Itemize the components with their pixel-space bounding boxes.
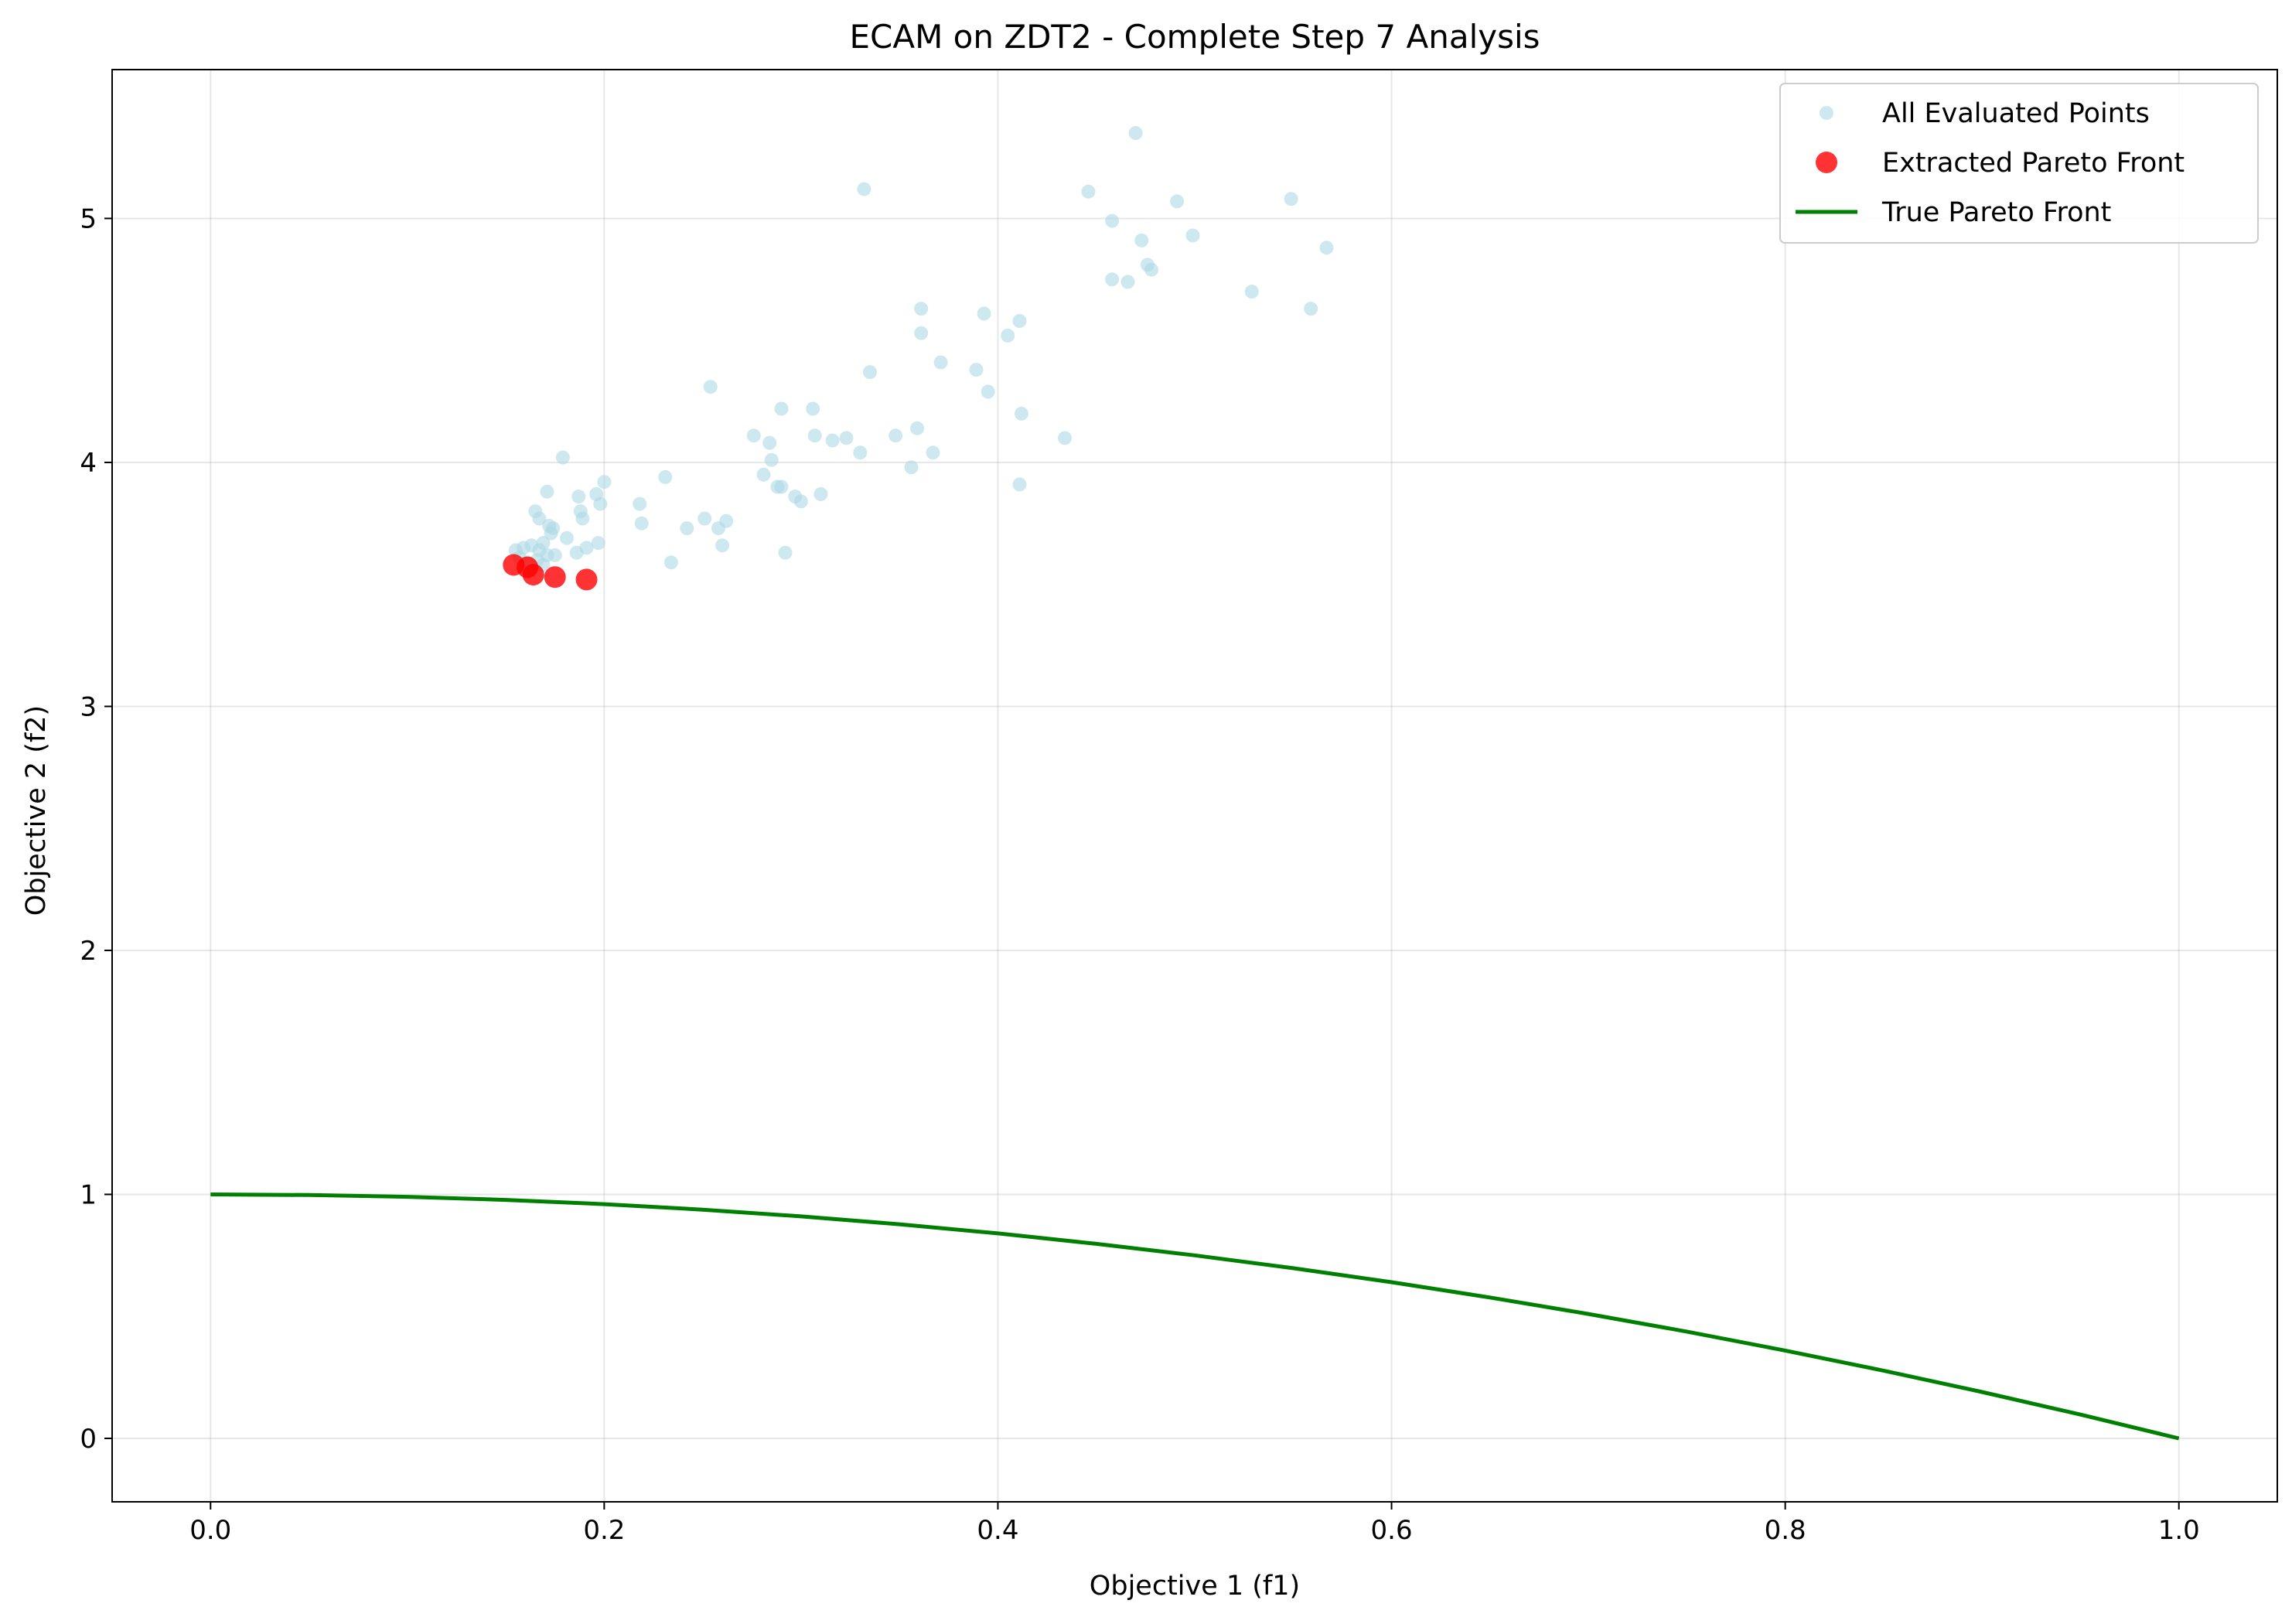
evaluated-point (926, 445, 940, 460)
evaluated-point (1058, 431, 1072, 445)
evaluated-point (1304, 302, 1318, 316)
legend-swatch-marker (1816, 152, 1837, 173)
evaluated-point (793, 494, 808, 509)
evaluated-point (1081, 184, 1096, 199)
legend-label: True Pareto Front (1881, 197, 2111, 228)
x-axis-label: Objective 1 (f1) (1090, 1571, 1300, 1602)
evaluated-point (697, 511, 712, 526)
evaluated-point (888, 428, 903, 443)
evaluated-point (853, 445, 868, 460)
evaluated-point (633, 496, 647, 511)
y-tick-label: 3 (80, 691, 97, 722)
evaluated-point (1128, 126, 1143, 140)
evaluated-point (711, 521, 725, 536)
evaluated-point (593, 496, 608, 511)
evaluated-point (703, 380, 718, 394)
evaluated-point (1120, 275, 1135, 289)
x-tick-label: 0.8 (1765, 1515, 1806, 1546)
evaluated-point (1170, 194, 1185, 209)
evaluated-point (1244, 285, 1259, 299)
grid (112, 70, 2277, 1502)
evaluated-point (778, 545, 793, 560)
y-tick-label: 0 (80, 1424, 97, 1455)
legend: All Evaluated Points Extracted Pareto Fro… (1779, 83, 2259, 244)
legend-label: All Evaluated Points (1882, 98, 2150, 129)
x-tick-label: 1.0 (2158, 1515, 2200, 1546)
y-axis-label: Objective 2 (f2) (21, 705, 52, 916)
legend-swatch-marker (1820, 106, 1833, 120)
evaluated-point (634, 516, 649, 531)
evaluated-point (544, 526, 558, 541)
true-pareto-front-line (210, 1192, 2180, 1441)
evaluated-point (764, 452, 779, 467)
evaluated-point (715, 538, 730, 553)
evaluated-point (1319, 241, 1334, 255)
evaluated-point (540, 484, 554, 499)
x-tick-label: 0.2 (583, 1515, 625, 1546)
evaluated-point (663, 555, 678, 570)
y-tick-label: 1 (80, 1179, 97, 1210)
x-tick-label: 0.0 (189, 1515, 231, 1546)
evaluated-point (1012, 314, 1027, 328)
evaluated-point (532, 511, 547, 526)
evaluated-point (1105, 213, 1120, 228)
legend-box (1779, 83, 2259, 244)
evaluated-point (806, 401, 820, 416)
plot-area (210, 126, 2180, 1441)
evaluated-point (762, 435, 777, 450)
evaluated-point (1284, 192, 1298, 206)
evaluated-point (933, 355, 948, 370)
x-tick-label: 0.4 (977, 1515, 1018, 1546)
evaluated-point (555, 450, 570, 465)
evaluated-point (1105, 272, 1120, 287)
evaluated-point (1134, 233, 1149, 247)
evaluated-point (914, 326, 929, 340)
evaluated-point (977, 306, 991, 321)
evaluated-point (807, 428, 822, 443)
evaluated-point (969, 363, 984, 377)
evaluated-point (746, 428, 761, 443)
evaluated-point (569, 545, 584, 560)
y-tick-label: 4 (80, 448, 97, 479)
evaluated-point (863, 365, 877, 380)
pareto-front-point (575, 568, 598, 591)
evaluated-point (839, 431, 854, 445)
y-tick-label: 5 (80, 203, 97, 234)
evaluated-point (813, 487, 828, 501)
evaluated-point (658, 469, 673, 484)
evaluated-point (857, 182, 871, 196)
evaluated-point (591, 536, 605, 551)
evaluated-point (825, 433, 840, 448)
legend-label: Extracted Pareto Front (1882, 148, 2185, 179)
pareto-front-point (522, 564, 544, 586)
y-tick-label: 2 (80, 936, 97, 967)
evaluated-point (680, 521, 694, 536)
evaluated-point (910, 421, 925, 435)
evaluated-point (560, 531, 574, 545)
ticks: 0.0 0.2 0.4 0.6 0.8 1.0 0 1 2 3 4 5 (80, 203, 2199, 1546)
evaluated-point (597, 475, 612, 490)
evaluated-point (774, 401, 789, 416)
evaluated-point (575, 511, 590, 526)
evaluated-point (904, 460, 919, 475)
evaluated-point (1001, 328, 1015, 343)
evaluated-point (1185, 228, 1200, 243)
evaluated-point (571, 490, 586, 504)
evaluated-point (774, 479, 789, 494)
plot-frame (111, 69, 2278, 1503)
evaluated-point (1144, 262, 1158, 277)
pareto-front-point (544, 566, 566, 589)
evaluated-point (1012, 477, 1027, 492)
evaluated-point (914, 302, 929, 316)
x-tick-label: 0.6 (1371, 1515, 1413, 1546)
evaluated-point (981, 384, 995, 399)
chart-title: ECAM on ZDT2 - Complete Step 7 Analysis (849, 18, 1540, 56)
evaluated-point (1015, 406, 1028, 421)
evaluated-point (756, 467, 771, 482)
